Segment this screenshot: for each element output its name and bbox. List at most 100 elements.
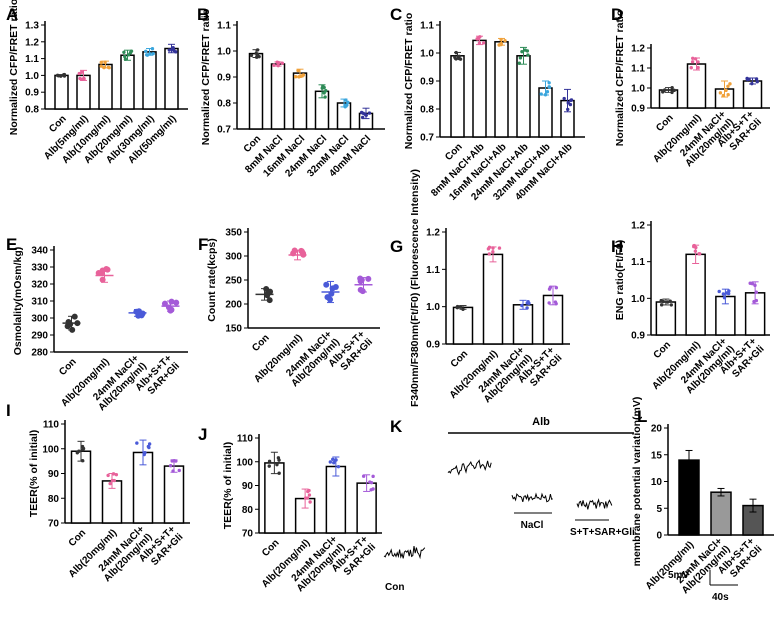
y-tick-label: 0.7 xyxy=(217,125,231,136)
y-tick-label: 300 xyxy=(225,252,242,263)
bar xyxy=(452,306,474,345)
data-point xyxy=(369,488,373,492)
data-point xyxy=(503,38,507,43)
y-tick-label: 80 xyxy=(242,505,254,516)
y-tick-label: 110 xyxy=(237,434,254,445)
data-point xyxy=(526,53,530,57)
y-tick-label: 0.8 xyxy=(25,105,39,116)
data-point xyxy=(670,90,674,95)
data-point xyxy=(478,35,482,39)
data-point xyxy=(569,98,574,102)
data-point xyxy=(168,298,175,305)
panel-label: J xyxy=(198,425,207,444)
bar xyxy=(164,47,179,110)
panel-label: I xyxy=(6,401,11,420)
x-tick-label: Con xyxy=(250,332,272,354)
data-point xyxy=(331,457,335,462)
data-point xyxy=(754,77,759,81)
data-point xyxy=(320,86,324,90)
data-point xyxy=(82,76,86,81)
panel-a: A 0.8 0.9 1.0 1.1 1.2 1.3 Normalized CFP/FRET r… xyxy=(6,0,188,166)
data-point xyxy=(659,303,664,307)
trace-nacl xyxy=(511,492,553,503)
data-point xyxy=(62,72,67,77)
y-tick-label: 1.2 xyxy=(631,44,645,55)
data-point xyxy=(277,471,281,475)
y-tick-label: 1.0 xyxy=(631,84,645,95)
data-point xyxy=(562,96,566,101)
y-tick-label: 300 xyxy=(31,314,48,325)
y-tick-label: 1.2 xyxy=(631,221,645,232)
data-point xyxy=(525,301,529,305)
y-tick-label: 1.3 xyxy=(25,21,39,32)
panel-b: B 0.7 0.8 0.9 1.0 1.1 Normalized CFP/FRET rati… xyxy=(197,5,385,179)
data-point xyxy=(750,81,754,86)
trace-con xyxy=(383,546,426,560)
data-point xyxy=(548,285,553,290)
data-point xyxy=(361,474,366,478)
y-tick-label: 290 xyxy=(31,331,48,342)
y-tick-label: 70 xyxy=(242,529,254,540)
data-point xyxy=(726,93,730,97)
alb-label: Alb xyxy=(532,416,550,428)
data-point xyxy=(689,66,693,70)
data-point xyxy=(300,74,304,78)
data-point xyxy=(670,86,674,90)
y-tick-label: 1.2 xyxy=(25,37,39,48)
data-point xyxy=(272,63,276,67)
data-point xyxy=(696,65,700,70)
data-point xyxy=(174,50,178,54)
panel-label: F xyxy=(198,235,208,254)
data-point xyxy=(167,48,172,52)
x-tick-label: Con xyxy=(654,112,676,134)
data-point xyxy=(525,306,529,310)
bar xyxy=(516,55,531,138)
bar xyxy=(710,491,732,536)
data-point xyxy=(171,469,175,473)
data-point xyxy=(173,299,180,306)
data-point xyxy=(135,308,142,315)
data-point xyxy=(721,93,726,98)
data-point xyxy=(99,64,103,68)
bar xyxy=(685,253,706,336)
panel-k: K Alb NaCl S+T+SAR+Gli Con 5mV 40s xyxy=(383,416,738,603)
data-point xyxy=(346,100,350,105)
data-point xyxy=(665,300,670,304)
y-tick-label: 0.9 xyxy=(631,331,645,342)
data-point xyxy=(672,88,676,93)
data-point xyxy=(327,296,334,303)
data-point xyxy=(308,500,312,504)
y-tick-label: 20 xyxy=(651,424,663,435)
data-point xyxy=(359,110,364,115)
data-point xyxy=(177,468,181,473)
bar xyxy=(292,72,308,130)
data-point xyxy=(332,461,336,465)
data-point xyxy=(691,56,695,60)
data-point xyxy=(566,101,570,105)
data-point xyxy=(368,480,372,484)
data-point xyxy=(371,474,375,479)
y-tick-label: 200 xyxy=(225,300,242,311)
data-point xyxy=(99,267,106,274)
panel-label: G xyxy=(390,237,403,256)
data-point xyxy=(249,53,254,58)
sar-label: S+T+SAR+Gli xyxy=(570,527,635,538)
data-point xyxy=(543,93,548,97)
data-point xyxy=(293,75,298,79)
data-point xyxy=(99,276,106,283)
data-point xyxy=(267,464,271,468)
data-point xyxy=(108,481,112,486)
y-axis-label: TEER(% of initial) xyxy=(222,442,234,530)
data-point xyxy=(78,76,82,81)
nacl-label: NaCl xyxy=(521,520,544,531)
data-point xyxy=(161,300,168,307)
y-axis-label: F340nm/F380nm(Ft/F0) (Fluorescence Inten… xyxy=(409,169,421,407)
data-point xyxy=(499,37,503,42)
data-point xyxy=(453,55,457,60)
data-point xyxy=(753,283,757,288)
data-point xyxy=(669,303,673,307)
data-point xyxy=(457,305,462,309)
data-point xyxy=(143,450,147,455)
